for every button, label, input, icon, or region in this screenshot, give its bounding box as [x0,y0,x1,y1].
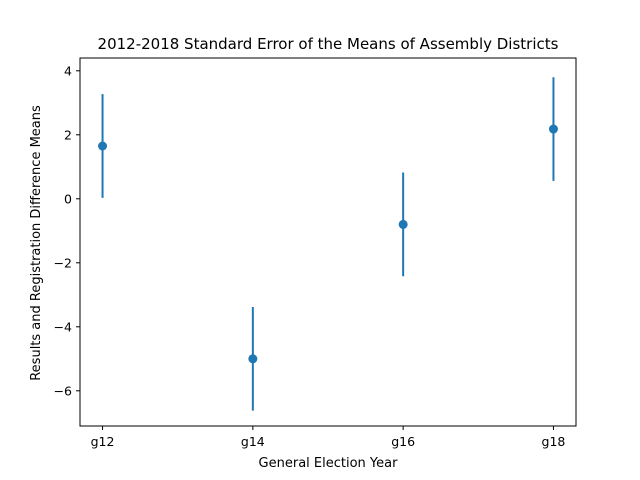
x-tick-label: g12 [91,434,115,449]
plot-frame [79,57,577,427]
y-tick-label: 0 [64,191,72,206]
x-axis-label: General Election Year [259,456,399,471]
data-point [548,124,558,134]
x-tick-label: g14 [241,434,265,449]
y-tick-label: 4 [64,63,72,78]
y-tick-label: 2 [64,127,72,142]
y-tick-label: −6 [54,383,72,398]
x-tick-label: g16 [391,434,415,449]
y-tick-label: −4 [54,319,72,334]
data-point [98,141,108,151]
data-point [248,354,258,364]
chart-title: 2012-2018 Standard Error of the Means of… [98,35,559,53]
x-tick-label: g18 [542,434,566,449]
y-axis-label: Results and Registration Difference Mean… [29,105,44,381]
y-tick-label: −2 [54,255,72,270]
data-point [398,219,408,229]
